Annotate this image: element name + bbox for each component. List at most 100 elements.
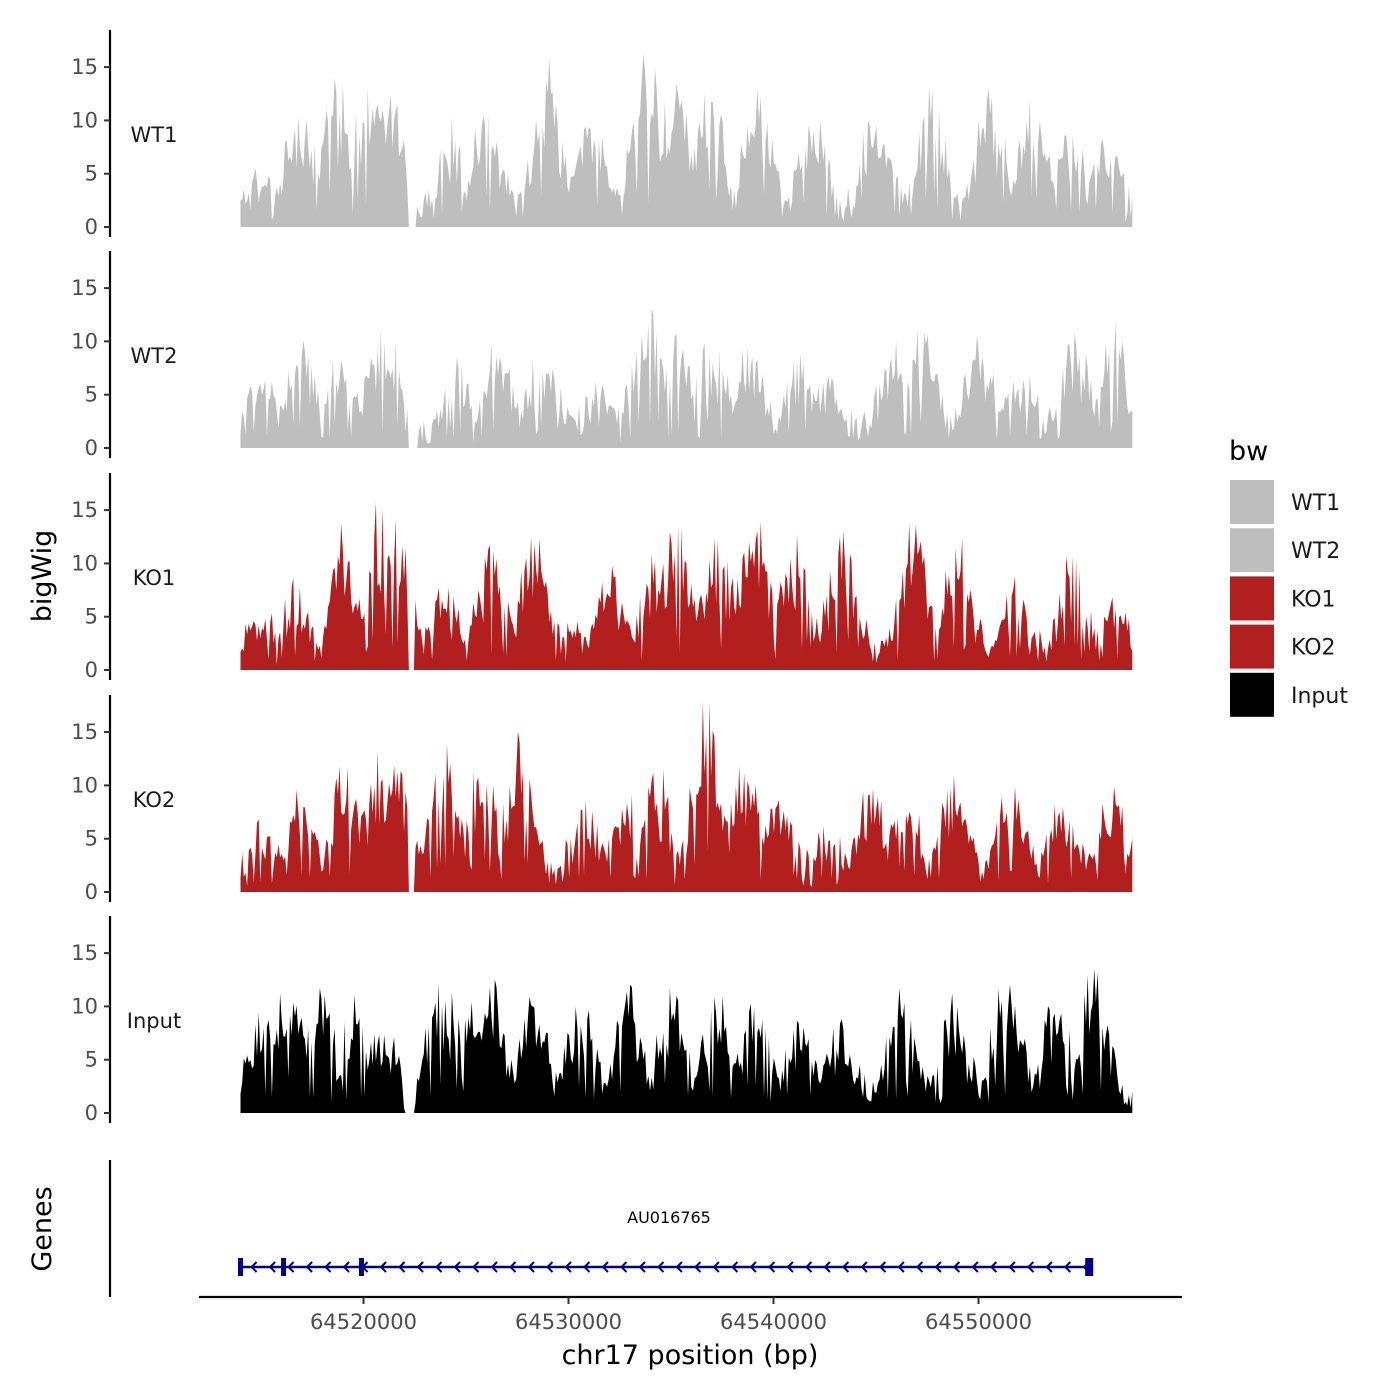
panel-wt1: 0 5 10 15 WT1 [71,30,1133,239]
strand-arrow [823,1261,831,1273]
coverage-area-wt2 [240,308,1133,448]
exon-block [238,1258,243,1276]
panel-input: 0 5 10 15 Input [71,916,1133,1125]
strand-arrow [842,1261,850,1273]
y-tick-label: 5 [85,827,98,851]
strand-arrow [1063,1261,1072,1273]
strand-arrow [1026,1261,1035,1273]
y-tick-label: 0 [85,658,98,682]
y-tick-label: 15 [71,941,98,965]
y-tick-label: 10 [71,994,98,1018]
track-label-input: Input [127,1009,181,1033]
exon-block [281,1258,287,1276]
strand-arrow [952,1261,961,1273]
y-tick-label: 15 [71,498,98,522]
strand-arrow [342,1261,350,1273]
strand-arrow [527,1261,535,1273]
legend-label: KO2 [1291,636,1336,661]
strand-arrow [878,1261,887,1273]
panel-ko2: 0 5 10 15 KO2 [71,695,1133,904]
strand-arrow [546,1261,554,1273]
strand-arrow [749,1261,757,1273]
strand-arrow [324,1261,332,1273]
coverage-area-ko1 [240,502,1133,670]
y-tick-label: 10 [71,773,98,797]
strand-arrow [675,1261,683,1273]
strand-arrow [268,1261,276,1273]
y-tick-label: 0 [85,436,98,460]
legend-entry-ko1: KO1 [1230,576,1336,621]
y-tick-label: 5 [85,383,98,407]
strand-arrow [435,1261,443,1273]
y-tick-label: 10 [71,329,98,353]
coverage-area-wt1 [240,53,1133,228]
legend-entry-wt2: WT2 [1230,528,1340,573]
legend-entry-wt1: WT1 [1230,480,1340,524]
legend: bw WT1 WT2 KO1 KO2 Input [1229,436,1348,717]
strand-arrow [250,1261,258,1273]
legend-key [1230,672,1274,717]
track-label-ko2: KO2 [133,788,176,812]
legend-entry-ko2: KO2 [1230,624,1336,669]
y-tick-label: 10 [71,108,98,132]
gene-name-label: AU016765 [627,1208,711,1227]
y-tick-label: 0 [85,880,98,904]
legend-key [1230,576,1274,621]
legend-label: Input [1291,684,1348,709]
strand-arrow [472,1261,480,1273]
gene-model [238,1258,1094,1276]
strand-arrow [657,1261,665,1273]
x-tick-label: 64530000 [515,1310,622,1334]
track-label-wt2: WT2 [131,344,178,368]
strand-arrow [860,1261,868,1273]
strand-arrow [1008,1261,1016,1273]
strand-arrow [379,1261,387,1273]
strand-arrow [805,1261,813,1273]
strand-arrow [416,1261,424,1273]
legend-title: bw [1229,436,1268,467]
y-tick-label: 10 [71,551,98,575]
genes-axis-title: Genes [27,1186,58,1271]
strand-arrow [731,1261,739,1273]
exon-block [358,1258,364,1276]
strand-arrow [490,1261,498,1273]
legend-key [1230,528,1274,573]
strand-arrow [453,1261,461,1273]
legend-label: WT2 [1291,539,1340,564]
gene-panel: AU016765 [108,1160,1094,1297]
x-tick-label: 64540000 [720,1310,827,1334]
strand-arrow [287,1261,295,1273]
strand-arrow [601,1261,609,1273]
coverage-area-ko2 [240,702,1133,892]
y-tick-label: 5 [85,605,98,629]
strand-arrow [305,1261,313,1273]
strand-arrow [1045,1261,1053,1273]
y-tick-label: 15 [71,55,98,79]
strand-arrow [694,1261,702,1273]
legend-key [1230,624,1274,669]
y-tick-label: 0 [85,1101,98,1125]
x-axis-title: chr17 position (bp) [562,1340,819,1371]
strand-arrow [712,1261,720,1273]
strand-arrow [934,1261,942,1273]
strand-arrow [509,1261,517,1273]
legend-label: WT1 [1291,491,1340,516]
x-tick-label: 64520000 [310,1310,417,1334]
track-label-wt1: WT1 [131,123,178,147]
strand-arrow [398,1261,406,1273]
legend-key [1230,480,1274,524]
track-label-ko1: KO1 [133,566,176,590]
strand-arrow [897,1261,905,1273]
strand-arrow [915,1261,924,1273]
x-tick-label: 64550000 [925,1310,1032,1334]
y-tick-label: 15 [71,276,98,300]
y-axis-title: bigWig [27,530,58,623]
legend-entries: WT1 WT2 KO1 KO2 Input [1230,480,1348,717]
y-tick-label: 15 [71,720,98,744]
strand-arrow [583,1261,591,1273]
panel-wt2: 0 5 10 15 WT2 [71,251,1133,460]
strand-arrow [620,1261,628,1273]
x-axis: 64520000 64530000 64540000 64550000 [199,1295,1182,1334]
coverage-panels: 0 5 10 15 WT1 0 5 10 15 WT2 0 5 10 15 KO1 0 5 10 15 KO2 0 5 10… [71,30,1133,1125]
